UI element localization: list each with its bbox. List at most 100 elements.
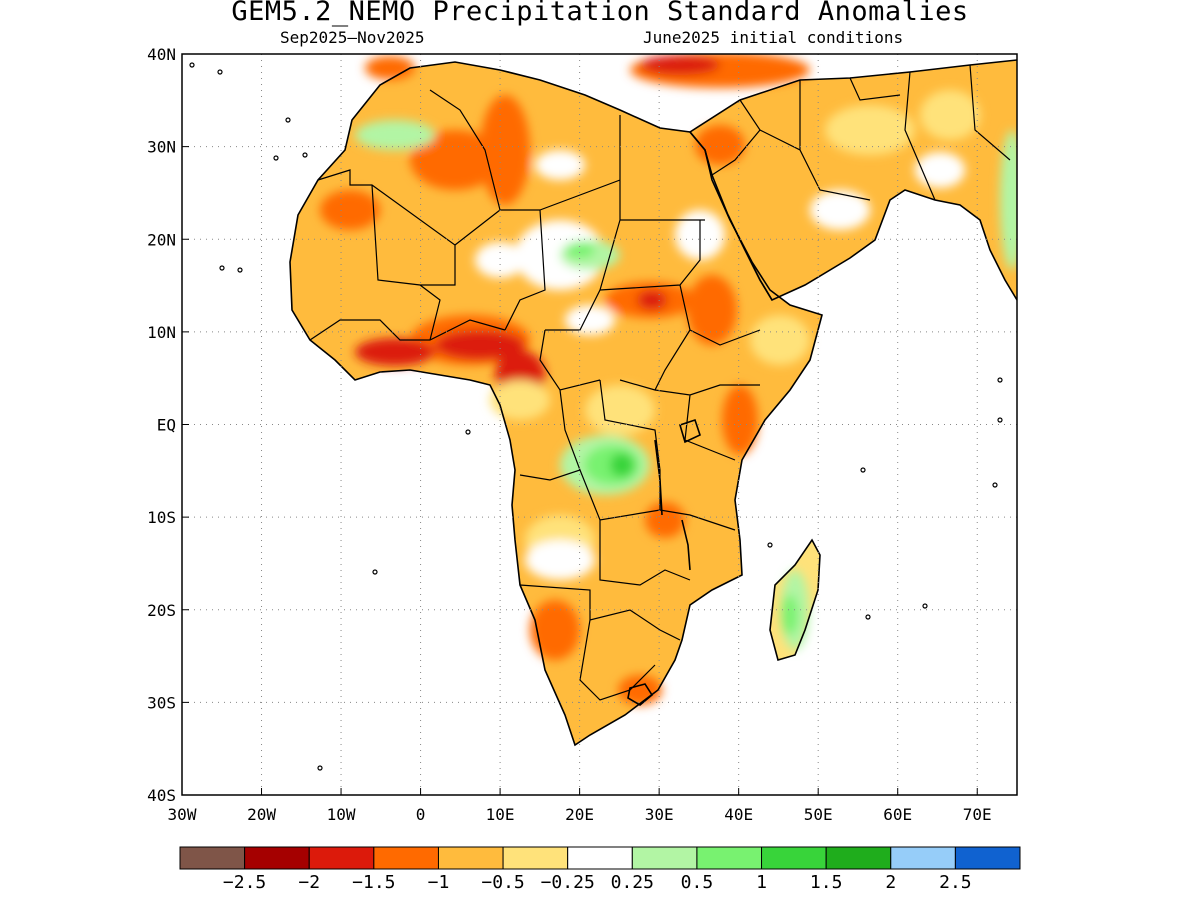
period-subtitle: Sep2025–Nov2025 (280, 28, 425, 47)
lon-tick-label: 10E (486, 805, 515, 824)
anomaly-patch (565, 242, 595, 258)
legend-swatch (954, 846, 1021, 870)
anomaly-patch (475, 242, 525, 278)
figure-title: GEM5.2_NEMO Precipitation Standard Anoma… (231, 0, 969, 27)
lat-tick-label: 40N (147, 45, 176, 64)
madagascar-coastline (769, 538, 821, 661)
lon-tick-label: 20W (247, 805, 276, 824)
lake-malawi (681, 519, 691, 571)
anomaly-patch (480, 95, 530, 205)
lon-tick-label: 50E (804, 805, 833, 824)
island (997, 417, 1003, 423)
island (992, 482, 998, 488)
anomaly-patch (435, 330, 525, 360)
axis-ticks: 30W 20W 10W 0 10E 20E 30E 40E 50E 60E 70E 40N 30N 20N… (147, 45, 992, 824)
lat-tick-label: EQ (157, 416, 176, 435)
lon-tick-label: 20E (565, 805, 594, 824)
anomaly-patch (722, 385, 758, 455)
anomaly-shading (320, 54, 1017, 705)
island (302, 152, 308, 158)
anomaly-patch (810, 190, 870, 230)
legend-label: −2 (298, 872, 320, 893)
island (372, 569, 378, 575)
anomaly-patch (640, 55, 720, 75)
lon-tick-label: 10W (327, 805, 356, 824)
lat-tick-label: 30S (147, 693, 176, 712)
legend-swatch (567, 846, 633, 870)
lon-tick-label: 30W (168, 805, 197, 824)
border-lines (309, 89, 761, 701)
anomaly-patch (915, 152, 965, 188)
legend-swatch (308, 846, 375, 870)
legend-label: −0.5 (481, 872, 524, 893)
anomaly-patch (750, 315, 810, 365)
lon-tick-label: 0 (416, 805, 426, 824)
island (285, 117, 291, 123)
island (767, 542, 773, 548)
legend-label: −1.5 (352, 872, 395, 893)
lake-tanganyika (654, 439, 663, 516)
anomaly-patch (365, 56, 415, 80)
island (860, 467, 866, 473)
anomaly-patch (490, 380, 550, 420)
island (922, 603, 928, 609)
lat-tick-label: 30N (147, 138, 176, 157)
lon-tick-label: 60E (883, 805, 912, 824)
legend-swatch (825, 846, 892, 870)
anomaly-patch (320, 190, 380, 230)
red-sea-shore (689, 131, 773, 301)
legend-label: −0.25 (541, 872, 595, 893)
color-legend: −2.5 −2 −1.5 −1 −0.5 −0.25 0.25 0.5 1 1.5 2 2.5 (179, 846, 1021, 893)
anomaly-patch (920, 90, 980, 140)
legend-label: −2.5 (223, 872, 266, 893)
init-subtitle: June2025 initial conditions (643, 28, 904, 47)
legend-label: −1 (428, 872, 450, 893)
small-islands (189, 62, 1003, 771)
legend-swatch (631, 846, 698, 870)
arabia-borders (711, 64, 1011, 201)
island (865, 614, 871, 620)
land-mass (290, 60, 1017, 745)
anomaly-patch (530, 600, 580, 660)
island (317, 765, 323, 771)
lat-tick-label: 40S (147, 786, 176, 805)
plot-frame (181, 53, 1018, 796)
anomaly-patch (565, 305, 615, 335)
anomaly-patch (535, 150, 585, 180)
legend-swatch (696, 846, 763, 870)
lat-tick-label: 20N (147, 230, 176, 249)
island (997, 377, 1003, 383)
anomaly-patch (1000, 130, 1017, 270)
legend-swatch (437, 846, 504, 870)
legend-label: 1.5 (810, 872, 843, 893)
anomaly-patch (355, 338, 435, 366)
legend-label: 2 (885, 872, 896, 893)
island (465, 429, 471, 435)
island (273, 155, 279, 161)
anomaly-patch (637, 290, 667, 310)
legend-label: 1 (756, 872, 767, 893)
anomaly-patch (610, 453, 634, 477)
legend-label: 0.25 (611, 872, 654, 893)
legend-swatch (244, 846, 310, 870)
anomaly-patch (825, 105, 915, 155)
legend-label: 0.5 (681, 872, 714, 893)
island (237, 267, 243, 273)
country-borders (289, 59, 1017, 747)
anomaly-patch (687, 275, 737, 345)
anomaly-patch (525, 540, 595, 580)
lake-victoria (679, 418, 701, 444)
legend-label: 2.5 (939, 872, 972, 893)
lat-tick-label: 20S (147, 601, 176, 620)
legend-swatch (890, 846, 956, 870)
legend-swatch (373, 846, 439, 870)
anomaly-patch (355, 120, 435, 150)
lat-tick-label: 10N (147, 323, 176, 342)
lat-tick-label: 10S (147, 508, 176, 527)
legend-swatch (761, 846, 827, 870)
island (189, 62, 195, 68)
anomaly-patch (782, 595, 798, 635)
lon-tick-label: 40E (724, 805, 753, 824)
